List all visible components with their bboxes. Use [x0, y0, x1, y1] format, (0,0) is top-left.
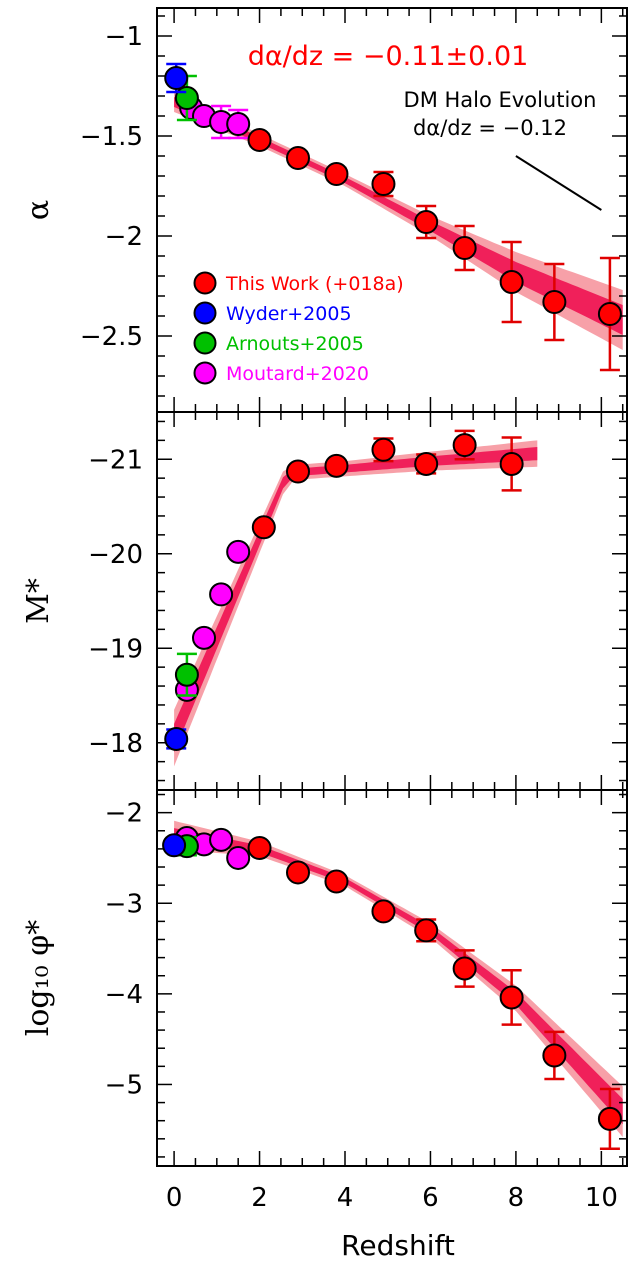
data-point	[226, 845, 251, 870]
y-tick-label: −2.5	[80, 322, 143, 352]
series-wyder-2005	[164, 726, 189, 751]
y-tick-label: −4	[105, 980, 143, 1010]
x-tick-label: 6	[422, 1183, 439, 1213]
data-point	[286, 459, 310, 484]
data-point	[414, 918, 439, 943]
data-point	[371, 172, 396, 196]
y-tick-label: −21	[88, 445, 143, 475]
x-tick-label: 10	[585, 1183, 618, 1213]
data-point	[542, 290, 567, 314]
y-axis-title: M*	[21, 578, 56, 624]
data-point	[164, 66, 189, 90]
data-point	[226, 539, 251, 564]
halo-slope-annotation: dα/dz = −0.12	[413, 116, 567, 140]
y-axis-title: α	[21, 200, 56, 220]
x-tick-label: 4	[337, 1183, 354, 1213]
data-point	[452, 433, 477, 458]
panels-root: −1 −1.5 −2 −2.5 α dα/dz = −0.11±0.01 DM Halo E…	[21, 7, 628, 1213]
data-point	[174, 86, 199, 110]
panel-frame	[156, 789, 628, 1167]
data-point	[174, 662, 199, 687]
y-tick-label: −20	[88, 540, 143, 570]
panel-phistar: −2 −3 −4 −5 log₁₀ φ*	[21, 789, 628, 1167]
y-tick-label: −1	[105, 22, 143, 52]
data-point	[209, 827, 234, 852]
data-point	[324, 453, 349, 478]
y-tick-label: −18	[88, 729, 143, 759]
data-point	[542, 1043, 567, 1068]
data-point	[371, 899, 396, 924]
fit-slope-annotation: dα/dz = −0.11±0.01	[248, 41, 529, 72]
data-point	[452, 236, 477, 260]
x-tick-label: 8	[508, 1183, 525, 1213]
data-point	[226, 112, 251, 136]
series-wyder-2005	[162, 833, 187, 858]
fit-band-phistar	[174, 820, 623, 1137]
data-point	[499, 270, 524, 294]
y-tick-label: −1.5	[80, 122, 143, 152]
data-point	[414, 451, 439, 476]
legend-label: Arnouts+2005	[226, 333, 364, 355]
series-arnouts-2005	[174, 652, 199, 697]
panel-mstar: −18 −19 −20 −21 M*	[21, 411, 628, 791]
data-point	[164, 726, 189, 751]
y-tick-label: −3	[105, 889, 143, 919]
x-tick-label: 2	[251, 1183, 268, 1213]
series-this-work-018a	[247, 128, 622, 372]
fit-band-outer	[174, 820, 623, 1137]
panel-alpha: −1 −1.5 −2 −2.5 α dα/dz = −0.11±0.01 DM Halo E…	[21, 7, 628, 413]
data-point	[286, 146, 310, 170]
legend-label: Moutard+2020	[226, 363, 369, 385]
x-axis-title: Redshift	[341, 1229, 455, 1262]
halo-slope-line	[515, 155, 602, 211]
x-tick-label: 0	[166, 1183, 183, 1213]
series-wyder-2005	[164, 62, 189, 94]
data-point	[209, 582, 234, 607]
data-point	[324, 162, 349, 186]
data-point	[251, 515, 276, 540]
series-this-work-018a	[247, 835, 622, 1151]
data-point	[162, 833, 187, 858]
data-point	[414, 210, 439, 234]
y-axis-title: log₁₀ φ*	[21, 920, 56, 1036]
legend-label: This Work (+018a)	[225, 273, 404, 295]
y-tick-label: −19	[88, 634, 143, 664]
data-point	[192, 625, 216, 650]
legend-label: Wyder+2005	[226, 303, 352, 325]
y-tick-label: −2	[105, 799, 143, 829]
data-point	[597, 302, 622, 326]
data-point	[452, 956, 477, 981]
legend-marker	[193, 331, 217, 355]
legend-marker	[193, 271, 217, 295]
y-tick-label: −2	[105, 222, 143, 252]
data-point	[324, 869, 349, 894]
data-point	[247, 128, 272, 152]
y-tick-label: −5	[105, 1070, 143, 1100]
legend-marker	[193, 301, 217, 325]
halo-title-annotation: DM Halo Evolution	[404, 88, 597, 112]
legend: This Work (+018a) Wyder+2005 Arnouts+2005 M…	[193, 271, 404, 385]
series-this-work-018a	[251, 429, 524, 540]
data-point	[286, 860, 310, 885]
data-point	[247, 835, 272, 860]
data-point	[371, 437, 396, 462]
legend-marker	[193, 361, 217, 385]
data-point	[499, 985, 524, 1010]
data-point	[597, 1106, 622, 1131]
series-moutard-2020	[174, 539, 251, 702]
data-point	[499, 451, 524, 476]
